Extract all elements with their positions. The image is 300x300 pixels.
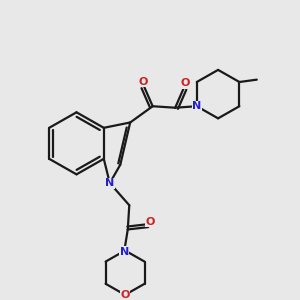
Text: N: N bbox=[120, 247, 129, 256]
Text: O: O bbox=[120, 290, 130, 300]
Text: O: O bbox=[138, 77, 148, 87]
Text: N: N bbox=[105, 178, 114, 188]
Text: O: O bbox=[145, 217, 155, 227]
Text: N: N bbox=[192, 101, 201, 111]
Text: O: O bbox=[180, 78, 190, 88]
